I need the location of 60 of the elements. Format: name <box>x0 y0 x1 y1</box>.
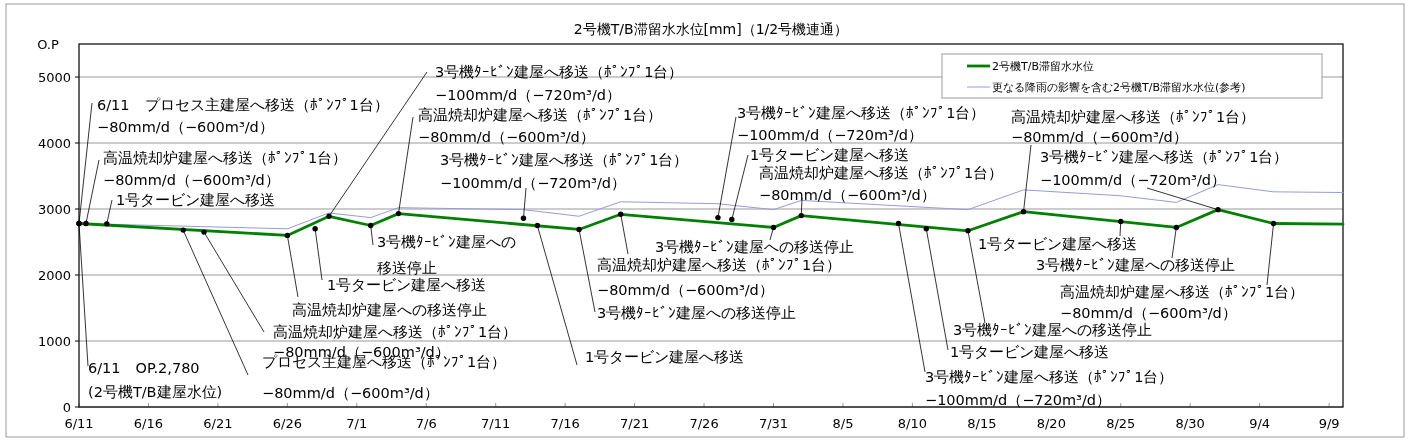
x-tick-label: 6/11 <box>64 416 94 431</box>
annotation: 1号タービン建屋へ移送 <box>750 147 910 163</box>
annotation: 3号機ﾀｰﾋﾞﾝ建屋への移送停止 <box>377 234 517 276</box>
annotation: 1号タービン建屋へ移送 <box>978 236 1138 252</box>
x-tick-label: 8/10 <box>897 416 928 431</box>
annotation: 6/11 OP.2,780 (2号機T/B建屋水位) <box>88 360 223 400</box>
annotation: 1号タービン建屋へ移送 <box>116 192 276 208</box>
annotation: 3号機ﾀｰﾋﾞﾝ建屋へ移送（ﾎﾟﾝﾌﾟ1台） −100mm/d（−720m³/d） <box>435 64 684 103</box>
annotation: 3号機ﾀｰﾋﾞﾝ建屋へ移送（ﾎﾟﾝﾌﾟ1台） −100mm/d（−720m³/d） <box>737 105 986 143</box>
x-tick-label: 7/16 <box>550 416 580 431</box>
annotation: 3号機ﾀｰﾋﾞﾝ建屋へ移送（ﾎﾟﾝﾌﾟ1台） −100mm/d（−720m³/d） <box>1040 149 1289 213</box>
y-tick-label: 3000 <box>37 202 71 217</box>
x-tick-label: 9/9 <box>1318 416 1340 431</box>
annotation: 高温焼却炉建屋へ移送（ﾎﾟﾝﾌﾟ1台） −80mm/d（−600m³/d） <box>759 165 1004 203</box>
x-tick-label: 6/21 <box>203 416 233 431</box>
annotation: 3号機ﾀｰﾋﾞﾝ建屋への移送停止 <box>368 222 517 276</box>
x-tick-label: 7/6 <box>415 416 437 431</box>
annotation: 高温焼却炉建屋へ移送（ﾎﾟﾝﾌﾟ1台） −80mm/d（−600m³/d） <box>759 165 1004 219</box>
chart-title: 2号機T/B滞留水水位[mm]（1/2号機連通） <box>573 21 849 37</box>
x-tick-label: 8/20 <box>1036 416 1066 431</box>
y-tick-label: 1000 <box>37 334 71 349</box>
annotation: 高温焼却炉建屋へ移送（ﾎﾟﾝﾌﾟ1台） −80mm/d（−600m³/d） <box>418 107 663 145</box>
annotation: 3号機ﾀｰﾋﾞﾝ建屋への移送停止 <box>655 224 855 255</box>
annotation: 1号タービン建屋へ移送 <box>585 349 745 365</box>
x-tick-label: 9/4 <box>1249 416 1271 431</box>
x-tick-label: 7/11 <box>481 416 511 431</box>
x-tick-label: 6/26 <box>272 416 302 431</box>
annotation: 高温焼却炉建屋へ移送（ﾎﾟﾝﾌﾟ1台） −80mm/d（−600m³/d） <box>1060 284 1305 321</box>
annotation: 高温焼却炉建屋への移送停止 <box>292 302 487 318</box>
x-tick-label: 8/30 <box>1175 416 1205 431</box>
x-tick-label: 7/21 <box>620 416 650 431</box>
annotation: 高温焼却炉建屋へ移送（ﾎﾟﾝﾌﾟ1台） −80mm/d（−600m³/d） <box>103 150 348 188</box>
x-tick-label: 7/26 <box>689 416 719 431</box>
annotation: 3号機ﾀｰﾋﾞﾝ建屋へ移送（ﾎﾟﾝﾌﾟ1台） −100mm/d（−720m³/d） <box>440 152 689 221</box>
annotation: 3号機ﾀｰﾋﾞﾝ建屋へ移送（ﾎﾟﾝﾌﾟ1台） −100mm/d（−720m³/d） <box>925 369 1174 408</box>
y-tick-label: 0 <box>62 400 71 415</box>
annotation: 1号タービン建屋へ移送 <box>978 218 1138 252</box>
x-tick-label: 7/1 <box>346 416 368 431</box>
annotation: 3号機ﾀｰﾋﾞﾝ建屋へ移送（ﾎﾟﾝﾌﾟ1台） −100mm/d（−720m³/d） <box>440 152 689 191</box>
annotation: 3号機ﾀｰﾋﾞﾝ建屋へ移送（ﾎﾟﾝﾌﾟ1台） −100mm/d（−720m³/d） <box>1040 149 1289 188</box>
annotation: 1号タービン建屋へ移送 <box>327 277 487 293</box>
annotation: 3号機ﾀｰﾋﾞﾝ建屋への移送停止 <box>655 239 855 255</box>
y-tick-label: 5000 <box>37 70 71 85</box>
x-tick-label: 8/15 <box>967 416 997 431</box>
annotation: 6/11 プロセス主建屋へ移送（ﾎﾟﾝﾌﾟ1台） −80mm/d（−600m³/d） <box>97 97 389 135</box>
annotation: 3号機ﾀｰﾋﾞﾝ建屋への移送停止 <box>597 305 797 321</box>
legend-label: 更なる降雨の影響を含む2号機T/B滞留水水位(参考) <box>992 81 1246 94</box>
y-tick-label: 2000 <box>37 268 71 283</box>
x-tick-label: 8/5 <box>832 416 854 431</box>
annotation: 3号機ﾀｰﾋﾞﾝ建屋への移送停止 <box>953 322 1153 338</box>
annotation: 高温焼却炉建屋へ移送（ﾎﾟﾝﾌﾟ1台） −80mm/d（−600m³/d） <box>597 257 842 298</box>
x-tick-label: 6/16 <box>133 416 164 431</box>
annotation: 高温焼却炉建屋へ移送（ﾎﾟﾝﾌﾟ1台） −80mm/d（−600m³/d） <box>1011 109 1256 145</box>
x-tick-label: 7/31 <box>758 416 789 431</box>
x-tick-label: 8/25 <box>1106 416 1136 431</box>
legend-label: 2号機T/B滞留水水位 <box>992 60 1094 73</box>
y-tick-label: 4000 <box>37 136 71 151</box>
y-axis-title: O.P <box>37 37 59 52</box>
annotation: 3号機ﾀｰﾋﾞﾝ建屋への移送停止 <box>1036 257 1236 273</box>
annotation: 1号タービン建屋へ移送 <box>950 344 1110 360</box>
